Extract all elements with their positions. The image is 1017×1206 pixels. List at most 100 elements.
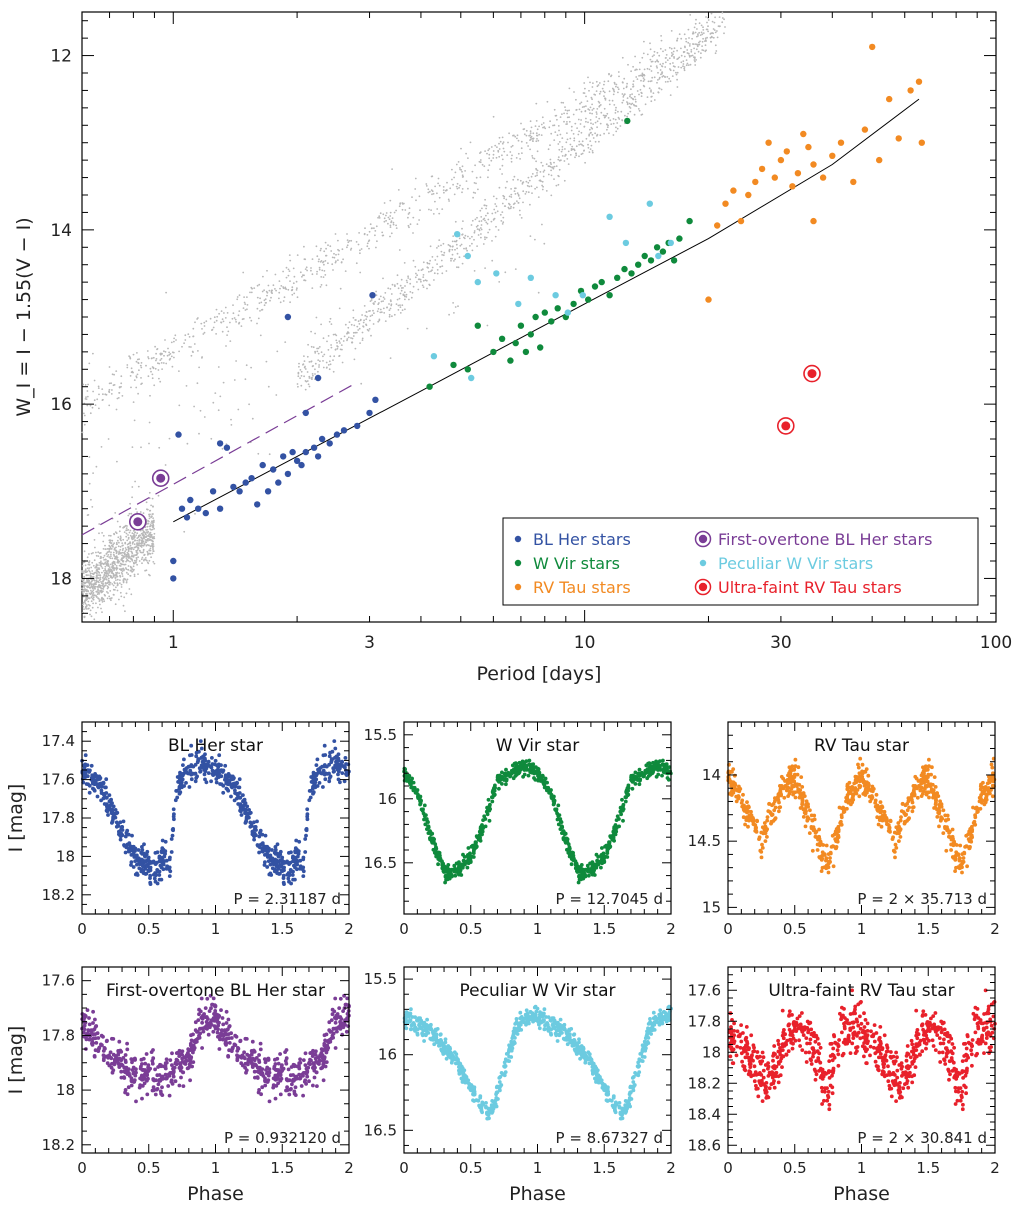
field-star-point bbox=[387, 287, 390, 290]
field-star-point bbox=[556, 118, 558, 121]
field-star-point bbox=[522, 190, 525, 193]
field-star-point bbox=[445, 270, 448, 272]
field-star-point bbox=[670, 55, 673, 57]
field-star-point bbox=[676, 49, 678, 52]
field-star-point bbox=[452, 235, 455, 238]
field-star-point bbox=[129, 502, 132, 505]
field-star-point bbox=[344, 270, 347, 272]
field-star-point bbox=[391, 283, 394, 286]
field-star-point bbox=[398, 249, 401, 251]
light-curve-point bbox=[579, 877, 584, 882]
light-curve-point bbox=[160, 846, 165, 850]
field-star-point bbox=[660, 39, 663, 42]
light-curve-point bbox=[262, 863, 267, 867]
field-star-point bbox=[107, 574, 110, 577]
field-star-point bbox=[397, 304, 400, 307]
field-star-point bbox=[573, 137, 576, 140]
field-star-point bbox=[577, 133, 580, 136]
field-star-point bbox=[389, 299, 392, 301]
light-curve-point bbox=[454, 861, 459, 866]
light-curve-point bbox=[486, 797, 491, 802]
light-curve-point bbox=[422, 813, 427, 818]
light-curve-point bbox=[569, 862, 574, 867]
field-star-point bbox=[636, 78, 639, 80]
field-star-point bbox=[535, 160, 537, 163]
field-star-point bbox=[316, 347, 318, 350]
field-star-point bbox=[395, 224, 397, 227]
light-curve-point bbox=[527, 768, 531, 772]
field-star-point bbox=[225, 345, 227, 347]
rvtau-point bbox=[771, 174, 778, 181]
field-star-point bbox=[91, 587, 94, 590]
field-star-point bbox=[99, 576, 102, 579]
field-star-point bbox=[475, 225, 478, 228]
pec_wvir-point bbox=[622, 239, 630, 247]
field-star-point bbox=[296, 296, 299, 299]
light-curve-point bbox=[296, 852, 301, 856]
field-star-point bbox=[500, 220, 503, 222]
field-star-point bbox=[390, 293, 393, 295]
field-star-point bbox=[454, 171, 457, 174]
field-star-point bbox=[358, 232, 360, 234]
field-star-point bbox=[373, 312, 375, 315]
light-curve-point bbox=[238, 808, 243, 813]
field-star-point bbox=[88, 586, 91, 589]
field-star-point bbox=[134, 561, 137, 564]
field-star-point bbox=[87, 608, 89, 610]
field-star-point bbox=[602, 114, 605, 117]
light-curve-point bbox=[637, 767, 642, 772]
field-star-point bbox=[337, 259, 339, 261]
blher-point bbox=[209, 488, 217, 495]
field-star-point bbox=[501, 158, 504, 161]
field-star-point bbox=[402, 293, 405, 296]
field-star-point bbox=[461, 170, 463, 173]
field-star-point bbox=[568, 120, 571, 123]
field-star-point bbox=[657, 91, 660, 93]
field-star-point bbox=[333, 256, 336, 259]
field-star-point bbox=[488, 157, 491, 160]
field-star-point bbox=[678, 33, 681, 36]
light-curve-point bbox=[161, 867, 166, 872]
field-star-point bbox=[126, 525, 128, 527]
field-star-point bbox=[611, 99, 614, 102]
field-star-point bbox=[95, 575, 98, 577]
field-star-point bbox=[391, 168, 393, 171]
field-star-point bbox=[148, 491, 151, 494]
field-star-point bbox=[353, 358, 356, 361]
field-star-point bbox=[587, 121, 589, 124]
field-star-point bbox=[537, 291, 540, 294]
field-star-point bbox=[103, 593, 106, 596]
light-curve-point bbox=[607, 844, 612, 849]
field-star-point bbox=[314, 362, 317, 365]
field-star-point bbox=[244, 378, 247, 381]
field-star-point bbox=[701, 45, 703, 47]
field-star-point bbox=[98, 579, 101, 582]
field-star-point bbox=[676, 37, 679, 40]
field-star-point bbox=[528, 185, 531, 188]
field-star-point bbox=[279, 301, 282, 304]
field-star-point bbox=[91, 561, 94, 564]
light-curve-point bbox=[89, 763, 94, 768]
field-star-point bbox=[598, 92, 601, 95]
field-star-point bbox=[287, 268, 290, 271]
field-star-point bbox=[553, 108, 556, 111]
field-star-point bbox=[517, 202, 520, 204]
field-star-point bbox=[721, 17, 724, 19]
field-star-point bbox=[293, 292, 296, 295]
light-curve-point bbox=[95, 794, 100, 799]
field-star-point bbox=[490, 159, 493, 162]
field-star-point bbox=[306, 380, 309, 382]
field-star-point bbox=[375, 294, 378, 297]
field-star-point bbox=[121, 542, 124, 544]
field-star-point bbox=[696, 45, 699, 48]
field-star-point bbox=[690, 49, 693, 51]
field-star-point bbox=[457, 266, 460, 269]
field-star-point bbox=[299, 377, 301, 379]
field-star-point bbox=[431, 269, 433, 272]
field-star-point bbox=[96, 585, 99, 588]
pec_wvir-point bbox=[527, 274, 534, 281]
field-star-point bbox=[142, 551, 145, 554]
rvtau-point bbox=[829, 152, 836, 159]
field-star-point bbox=[224, 317, 227, 319]
field-star-point bbox=[88, 482, 91, 485]
